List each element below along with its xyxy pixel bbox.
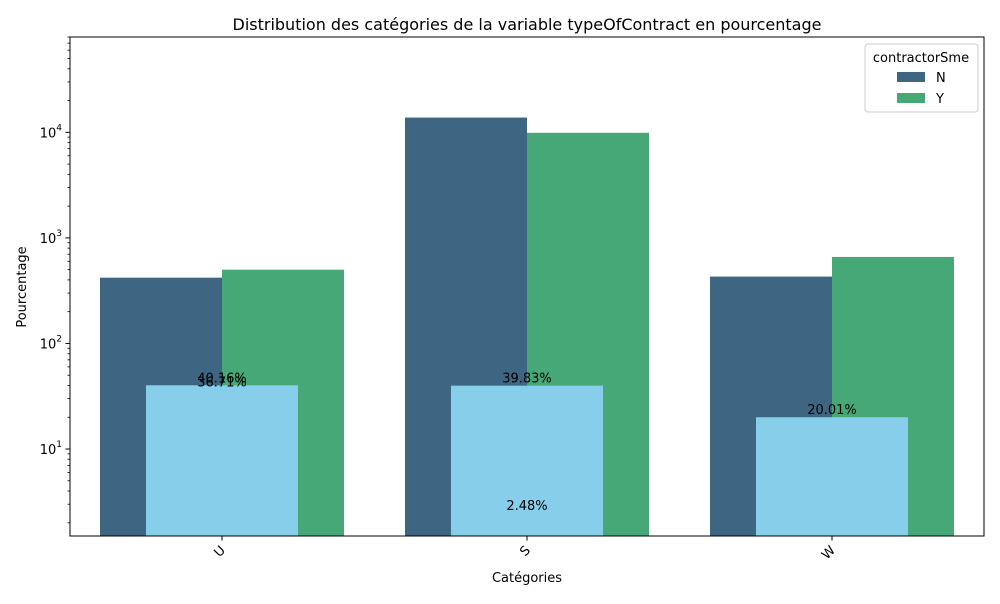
overlay-bar-u bbox=[146, 385, 298, 536]
y-tick-label: 104 bbox=[40, 123, 63, 141]
overlay-bar-s bbox=[451, 385, 603, 536]
legend-label-n: N bbox=[936, 71, 946, 86]
x-tick-label: S bbox=[517, 543, 533, 559]
y-axis-label: Pourcentage bbox=[15, 246, 30, 327]
y-tick-label: 103 bbox=[40, 229, 62, 247]
legend-label-y: Y bbox=[935, 92, 944, 107]
data-label: 39.83% bbox=[502, 372, 552, 387]
x-axis-label: Catégories bbox=[492, 571, 562, 586]
chart-title: Distribution des catégories de la variab… bbox=[233, 15, 822, 34]
y-tick-label: 101 bbox=[40, 440, 62, 458]
data-label: 2.48% bbox=[506, 499, 547, 514]
y-tick-label: 102 bbox=[40, 334, 62, 352]
legend: contractorSme N Y bbox=[864, 43, 979, 113]
data-label: 36.71% bbox=[197, 375, 247, 390]
legend-swatch-y bbox=[897, 93, 925, 103]
legend-title: contractorSme bbox=[873, 51, 969, 66]
overlay-bar-w bbox=[756, 417, 908, 536]
annotation-layer: 40.16%36.71% 39.83% 2.48% 20.01% bbox=[197, 371, 857, 514]
data-label: 40.16% bbox=[197, 371, 247, 386]
legend-swatch-n bbox=[897, 72, 925, 82]
x-tick-label: U bbox=[211, 543, 228, 560]
overlay-layer bbox=[146, 385, 908, 536]
x-tick-label: W bbox=[819, 543, 839, 563]
y-axis: 101 102 103 104 bbox=[40, 36, 70, 524]
data-label: 20.01% bbox=[807, 403, 857, 418]
